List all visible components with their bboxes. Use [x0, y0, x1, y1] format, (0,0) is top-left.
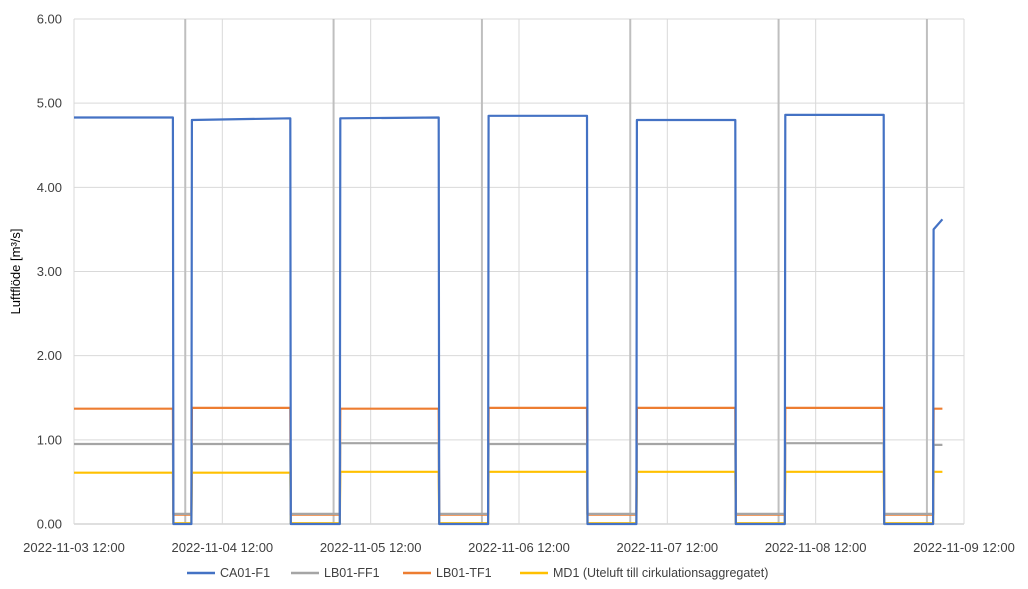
y-tick-label: 3.00 [37, 264, 62, 279]
x-tick-labels: 2022-11-03 12:00 2022-11-04 12:00 2022-11-… [23, 540, 1015, 555]
x-tick-label: 2022-11-09 12:00 [913, 540, 1015, 555]
y-axis-title: Luftflöde [m³/s] [8, 229, 23, 315]
x-tick-label: 2022-11-04 12:00 [171, 540, 273, 555]
legend-label: CA01-F1 [220, 566, 270, 580]
series-line [74, 406, 943, 516]
x-tick-label: 2022-11-06 12:00 [468, 540, 570, 555]
y-tick-label: 0.00 [37, 517, 62, 532]
series-line [74, 470, 943, 525]
y-tick-label: 4.00 [37, 180, 62, 195]
x-tick-label: 2022-11-08 12:00 [765, 540, 867, 555]
legend: CA01-F1 LB01-FF1 LB01-TF1 MD1 (Uteluft till… [187, 566, 768, 580]
series-line [74, 113, 944, 526]
grid-layer [73, 18, 965, 525]
vertical-markers [184, 19, 928, 524]
x-tick-label: 2022-11-03 12:00 [23, 540, 125, 555]
y-tick-label: 1.00 [37, 432, 62, 447]
y-tick-label: 5.00 [37, 96, 62, 111]
legend-label: MD1 (Uteluft till cirkulationsaggregatet… [553, 566, 768, 580]
x-tick-label: 2022-11-05 12:00 [320, 540, 422, 555]
series-layer [74, 113, 944, 526]
legend-label: LB01-FF1 [324, 566, 380, 580]
y-tick-label: 2.00 [37, 348, 62, 363]
y-tick-labels: 0.00 1.00 2.00 3.00 4.00 5.00 6.00 [37, 12, 62, 532]
x-tick-label: 2022-11-07 12:00 [616, 540, 718, 555]
legend-label: LB01-TF1 [436, 566, 492, 580]
y-tick-label: 6.00 [37, 12, 62, 27]
series-line [74, 442, 943, 515]
